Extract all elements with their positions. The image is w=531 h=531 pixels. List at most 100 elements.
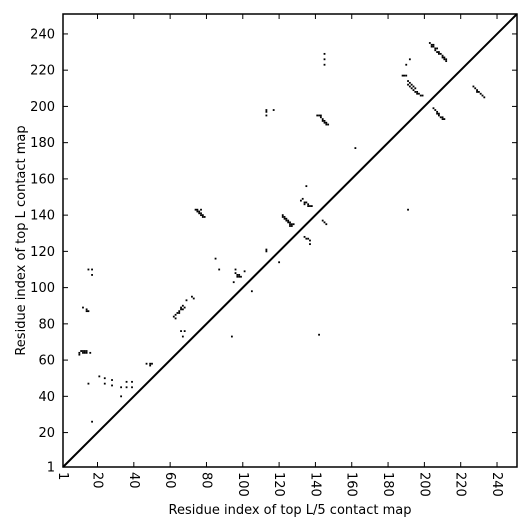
contact-point — [327, 123, 330, 126]
contact-point — [82, 306, 84, 309]
contact-point — [428, 42, 431, 44]
contact-point — [321, 118, 324, 120]
y-tick-label: 80 — [38, 317, 55, 332]
plot-frame — [62, 13, 518, 468]
contact-point — [354, 147, 357, 149]
contact-point — [200, 212, 202, 215]
contact-point — [183, 306, 186, 309]
contact-point — [232, 281, 235, 284]
contact-point — [472, 85, 475, 88]
contact-point — [436, 112, 439, 115]
y-tick-label: 120 — [30, 245, 55, 260]
contact-point — [89, 351, 92, 354]
contact-point — [421, 94, 424, 97]
contact-point — [281, 214, 284, 217]
y-tick-label: 100 — [30, 281, 55, 296]
contact-point — [434, 49, 437, 52]
contact-point — [285, 217, 288, 220]
contact-point — [285, 219, 288, 222]
contact-point — [185, 299, 188, 302]
contact-point — [438, 114, 440, 117]
contact-point — [474, 87, 477, 90]
contact-point — [407, 80, 409, 82]
x-tick-label: 240 — [489, 472, 504, 497]
contact-point — [325, 223, 328, 226]
contact-point — [151, 362, 153, 365]
contact-point — [436, 51, 439, 53]
contact-point — [407, 208, 409, 211]
contact-point — [287, 221, 290, 224]
contact-point — [149, 362, 152, 365]
contact-point — [303, 235, 306, 238]
contact-point — [234, 272, 237, 275]
x-tick-label: 60 — [162, 472, 177, 489]
contact-point — [214, 257, 217, 260]
contact-point — [323, 121, 326, 124]
contact-point — [82, 351, 84, 354]
contact-point — [412, 89, 415, 92]
contact-point — [438, 52, 440, 55]
contact-point — [319, 114, 322, 117]
contact-point — [292, 223, 295, 226]
contact-point — [434, 47, 437, 50]
contact-point — [265, 110, 268, 113]
contact-point — [287, 219, 290, 222]
contact-point — [180, 306, 182, 309]
contact-point — [418, 92, 420, 95]
x-tick-label: 80 — [198, 472, 213, 489]
y-tick-label: 140 — [30, 209, 55, 224]
contact-point — [430, 45, 433, 48]
contact-point — [441, 116, 444, 119]
y-tick-label: 220 — [30, 64, 55, 79]
contact-point — [436, 110, 439, 113]
contact-point — [305, 201, 308, 204]
contact-point — [309, 243, 311, 246]
contact-point — [438, 51, 440, 53]
contact-point — [120, 386, 123, 389]
contact-point — [319, 116, 322, 119]
contact-point — [85, 351, 88, 354]
contact-point — [83, 350, 86, 352]
contact-point — [323, 221, 326, 224]
contact-point — [310, 205, 313, 207]
contact-point — [477, 91, 480, 93]
contact-point — [307, 237, 310, 240]
contact-point — [303, 201, 306, 204]
x-tick-label: 1 — [55, 472, 70, 480]
contact-point — [416, 92, 419, 95]
contact-point — [265, 114, 268, 117]
contact-point — [403, 74, 406, 77]
contact-point — [432, 43, 435, 46]
x-tick-label: 220 — [453, 472, 468, 497]
x-axis-label: Residue index of top L/5 contact map — [169, 503, 412, 518]
contact-point — [181, 335, 184, 338]
contact-point — [125, 386, 128, 389]
contact-point — [281, 216, 284, 218]
y-tick-label: 20 — [38, 426, 55, 441]
contact-point — [238, 275, 241, 278]
contact-point — [111, 379, 113, 381]
contact-point — [307, 205, 310, 207]
contact-point — [476, 89, 478, 92]
contact-point — [283, 216, 286, 218]
contact-point — [85, 350, 88, 352]
x-tick-label: 180 — [380, 472, 395, 497]
contact-point — [441, 56, 444, 59]
contact-point — [430, 43, 433, 46]
contact-point — [201, 214, 204, 217]
contact-point — [87, 382, 90, 385]
contact-point — [201, 216, 204, 218]
contact-point — [307, 203, 310, 206]
contact-point — [323, 52, 326, 55]
contact-point — [83, 351, 86, 354]
contact-point — [405, 63, 408, 66]
contact-point — [476, 91, 478, 93]
contact-point — [445, 58, 448, 61]
contact-point — [432, 45, 435, 48]
contact-point — [305, 185, 308, 188]
contact-point — [299, 199, 302, 202]
contact-point — [194, 208, 197, 211]
contact-point — [401, 74, 404, 77]
contact-point — [408, 81, 411, 84]
